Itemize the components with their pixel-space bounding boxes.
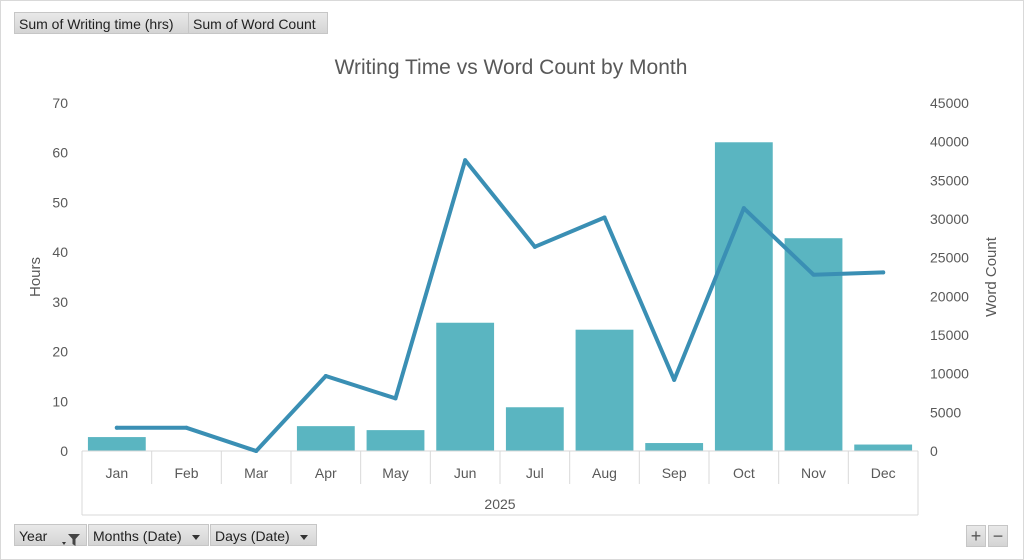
chevron-down-icon xyxy=(299,534,308,540)
bar-sep xyxy=(645,443,704,451)
line-point-mar xyxy=(254,449,259,453)
bar-jan xyxy=(87,437,146,451)
right-tick-label: 20000 xyxy=(930,288,969,304)
right-axis-label: Word Count xyxy=(983,236,1000,317)
word-count-line xyxy=(114,158,886,453)
left-tick-label: 0 xyxy=(60,443,68,459)
category-label: Oct xyxy=(733,465,755,481)
left-tick-label: 60 xyxy=(52,145,68,161)
category-label: Jan xyxy=(106,465,129,481)
line-point-may xyxy=(393,396,398,401)
category-label: Feb xyxy=(174,465,198,481)
line-point-apr xyxy=(323,373,328,378)
left-tick-label: 40 xyxy=(52,244,68,260)
line-point-sep xyxy=(672,377,677,382)
line-point-dec xyxy=(881,270,886,275)
chevron-down-icon xyxy=(191,534,200,540)
axis-field-months[interactable]: Months (Date) xyxy=(88,524,209,546)
right-tick-label: 0 xyxy=(930,443,938,459)
chart-title: Writing Time vs Word Count by Month xyxy=(335,56,688,79)
right-tick-label: 25000 xyxy=(930,250,969,266)
line-point-jul xyxy=(532,244,537,249)
right-tick-label: 45000 xyxy=(930,95,969,111)
left-tick-label: 30 xyxy=(52,294,68,310)
category-label: Mar xyxy=(244,465,268,481)
category-label: Apr xyxy=(315,465,337,481)
right-tick-label: 15000 xyxy=(930,327,969,343)
bar-apr xyxy=(296,426,355,451)
expand-button[interactable]: + xyxy=(966,525,986,547)
axis-field-days-label: Days (Date) xyxy=(215,528,290,544)
line-point-oct xyxy=(741,206,746,211)
bar-may xyxy=(366,430,425,451)
category-label: May xyxy=(382,465,408,481)
bar-nov xyxy=(784,238,843,451)
category-label: Jun xyxy=(454,465,477,481)
line-point-nov xyxy=(811,272,816,277)
category-label: Jul xyxy=(526,465,544,481)
value-field-word-count[interactable]: Sum of Word Count xyxy=(188,12,328,34)
bar-dec xyxy=(854,444,913,451)
right-tick-label: 30000 xyxy=(930,211,969,227)
category-label: Sep xyxy=(662,465,687,481)
bar-jun xyxy=(436,322,495,451)
line-point-aug xyxy=(602,215,607,220)
bar-aug xyxy=(575,329,634,451)
value-field-writing-time[interactable]: Sum of Writing time (hrs) xyxy=(14,12,189,34)
axis-field-year-label: Year xyxy=(19,528,48,544)
right-tick-label: 35000 xyxy=(930,172,969,188)
left-tick-label: 20 xyxy=(52,344,68,360)
bar-oct xyxy=(714,142,773,451)
left-tick-label: 50 xyxy=(52,194,68,210)
left-axis-label: Hours xyxy=(27,257,44,297)
category-label: Aug xyxy=(592,465,617,481)
right-tick-label: 10000 xyxy=(930,366,969,382)
right-tick-label: 5000 xyxy=(930,404,961,420)
category-label: Dec xyxy=(871,465,896,481)
left-tick-label: 70 xyxy=(52,95,68,111)
bar-jul xyxy=(505,407,564,451)
left-tick-label: 10 xyxy=(52,393,68,409)
line-point-jun xyxy=(463,158,468,163)
category-label: Nov xyxy=(801,465,826,481)
right-tick-label: 40000 xyxy=(930,134,969,150)
axis-field-months-label: Months (Date) xyxy=(93,528,182,544)
year-group-label: 2025 xyxy=(484,496,515,512)
filter-icon xyxy=(62,530,80,552)
line-point-feb xyxy=(184,425,189,430)
axis-field-days[interactable]: Days (Date) xyxy=(210,524,317,546)
line-point-jan xyxy=(114,425,119,430)
collapse-button[interactable]: − xyxy=(988,525,1008,547)
axis-field-year[interactable]: Year xyxy=(14,524,87,546)
